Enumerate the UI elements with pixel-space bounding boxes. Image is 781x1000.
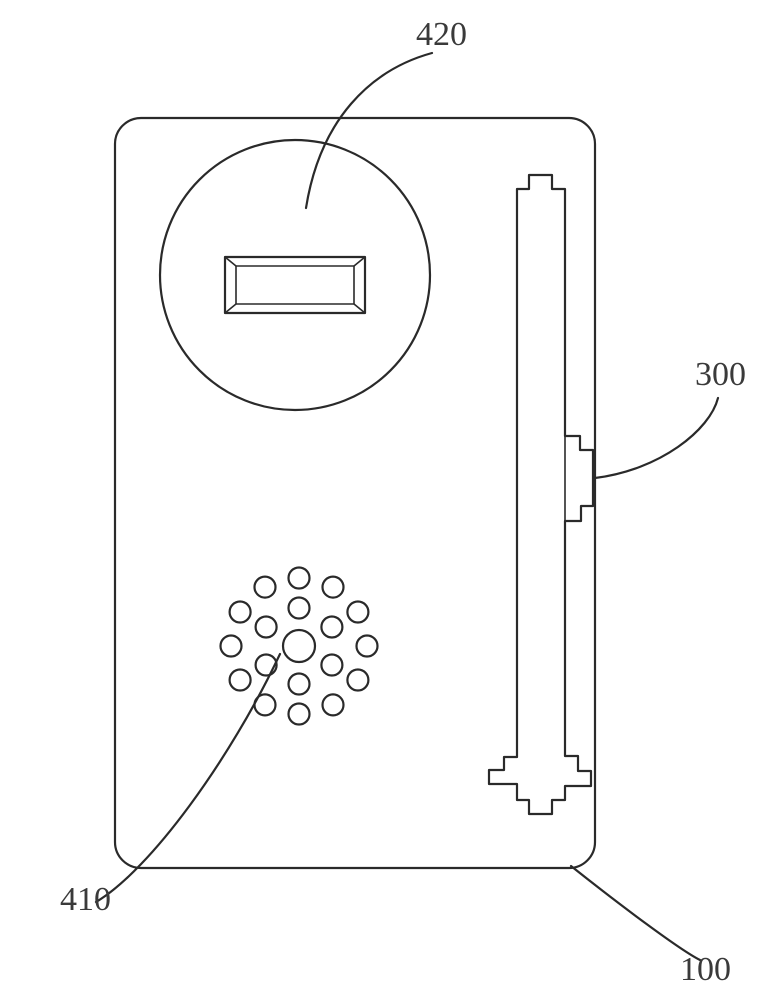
speaker-hole	[323, 694, 344, 715]
callout-label-420: 420	[416, 16, 467, 53]
screen-bevel-line	[354, 257, 365, 266]
screen-inner	[236, 266, 354, 304]
screen-bevel-line	[225, 304, 236, 313]
speaker-hole	[321, 655, 342, 676]
speaker-hole	[256, 655, 277, 676]
callout-leader-300	[595, 398, 718, 478]
speaker-hole	[289, 598, 310, 619]
speaker-hole	[230, 602, 251, 623]
screen-bevel-line	[354, 304, 365, 313]
speaker-hole	[256, 617, 277, 638]
speaker-hole	[289, 674, 310, 695]
callout-label-300: 300	[695, 356, 746, 393]
side-module-outline	[489, 175, 593, 814]
speaker-hole	[357, 636, 378, 657]
callout-leader-410	[96, 654, 280, 902]
speaker-hole	[289, 568, 310, 589]
screen-bevel-line	[225, 257, 236, 266]
callout-label-410: 410	[60, 881, 111, 918]
speaker-grille	[221, 568, 378, 725]
callout-label-100: 100	[680, 951, 731, 988]
callout-leader-100	[571, 866, 700, 960]
speaker-hole	[221, 636, 242, 657]
speaker-hole	[347, 602, 368, 623]
display-hub-circle	[160, 140, 430, 410]
device-body	[115, 118, 595, 868]
speaker-hole	[321, 617, 342, 638]
callout-leader-420	[306, 53, 432, 208]
speaker-hole	[255, 577, 276, 598]
speaker-hole	[347, 670, 368, 691]
speaker-hole	[323, 577, 344, 598]
speaker-hole	[230, 670, 251, 691]
speaker-center-hole	[283, 630, 315, 662]
speaker-hole	[289, 704, 310, 725]
